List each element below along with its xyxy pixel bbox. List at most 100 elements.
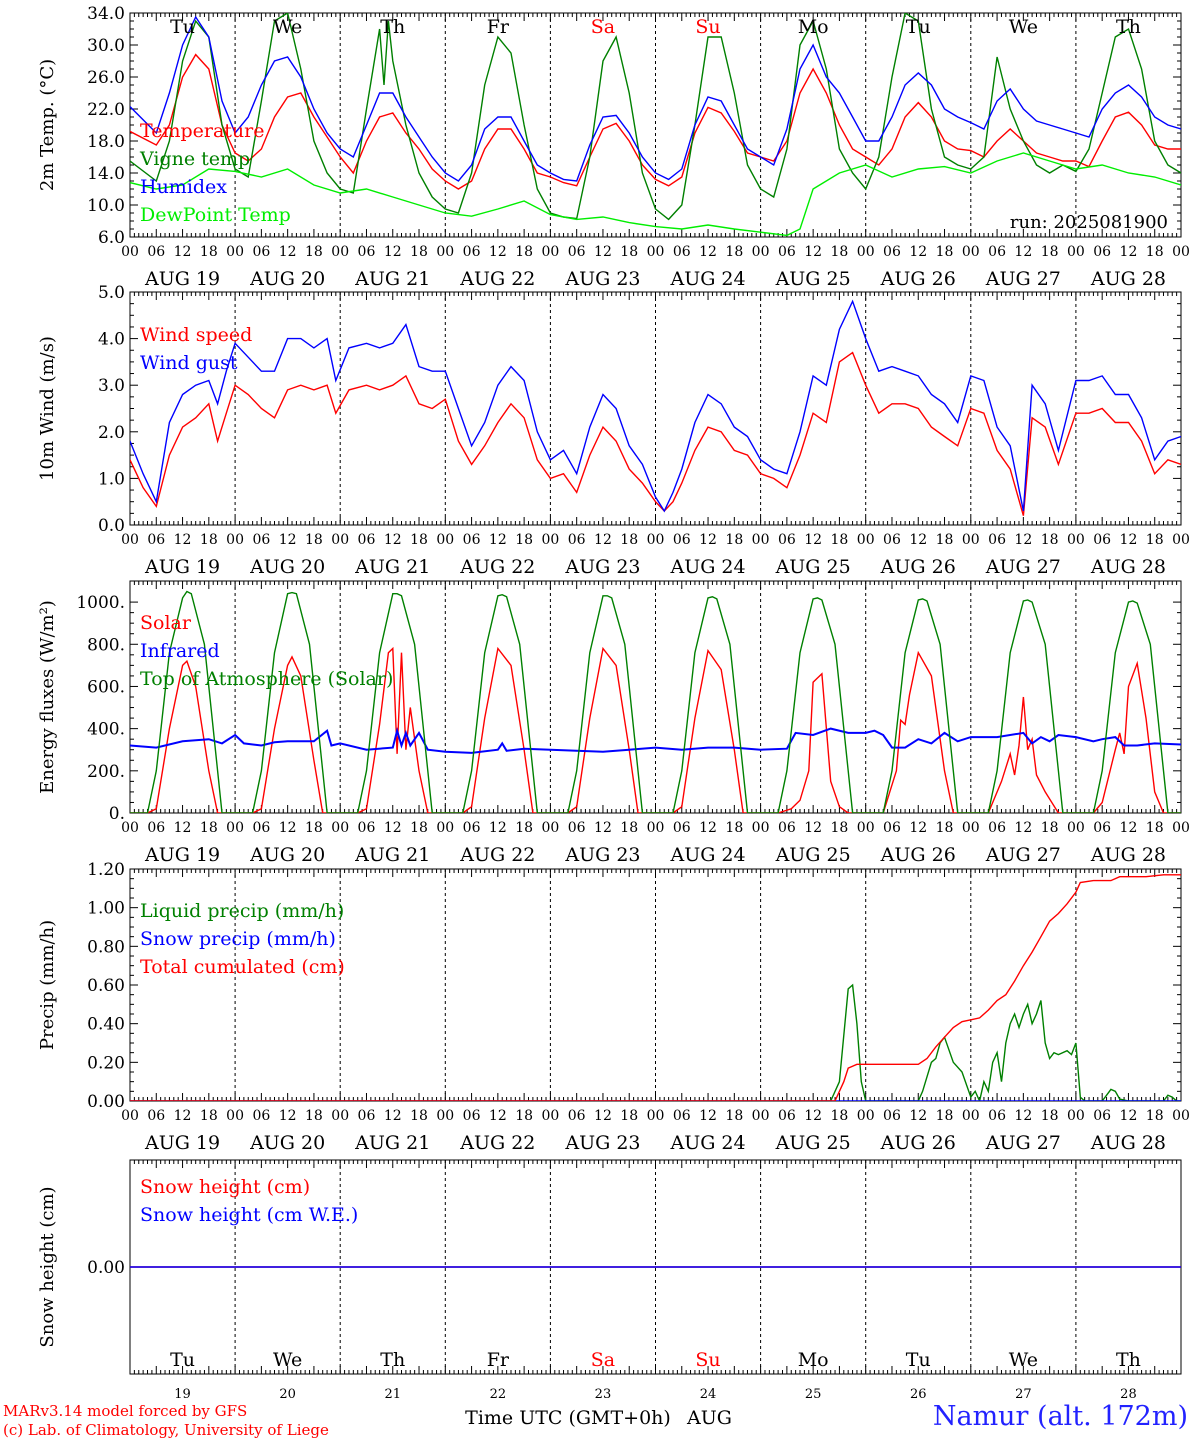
x-hour-label: 00 bbox=[962, 244, 980, 260]
y-tick-label: 3.0 bbox=[98, 376, 125, 396]
day-abbr-bottom: Tu bbox=[906, 1349, 931, 1371]
y-tick-label: 10.0 bbox=[87, 196, 125, 216]
x-hour-label: 12 bbox=[804, 820, 822, 836]
y-tick-label: 200. bbox=[87, 762, 125, 782]
x-hour-label: 18 bbox=[725, 244, 743, 260]
day-abbr-bottom: Tu bbox=[170, 1349, 195, 1371]
y-axis-title: Precip (mm/h) bbox=[37, 920, 58, 1050]
day-number: 23 bbox=[595, 1387, 612, 1402]
x-date-label: AUG 20 bbox=[249, 556, 325, 578]
x-hour-label: 00 bbox=[1067, 1108, 1085, 1124]
x-hour-label: 06 bbox=[463, 532, 481, 548]
x-hour-label: 00 bbox=[436, 244, 454, 260]
series-line-total-cumulated-cm- bbox=[130, 874, 1181, 1101]
x-hour-label: 18 bbox=[410, 244, 428, 260]
x-hour-label: 12 bbox=[699, 820, 717, 836]
x-hour-label: 00 bbox=[752, 244, 770, 260]
legend-entry: Total cumulated (cm) bbox=[140, 956, 345, 978]
x-hour-label: 06 bbox=[778, 532, 796, 548]
run-label: run: 2025081900 bbox=[1010, 212, 1168, 233]
y-tick-label: 1000. bbox=[76, 593, 125, 613]
day-abbr-top: Th bbox=[380, 16, 405, 38]
x-hour-label: 18 bbox=[515, 244, 533, 260]
x-hour-label: 12 bbox=[594, 532, 612, 548]
x-hour-label: 18 bbox=[305, 244, 323, 260]
x-hour-label: 06 bbox=[1093, 244, 1111, 260]
x-date-label: AUG 20 bbox=[249, 268, 325, 290]
x-hour-label: 12 bbox=[1120, 244, 1138, 260]
x-hour-label: 12 bbox=[384, 532, 402, 548]
x-hour-label: 00 bbox=[226, 244, 244, 260]
x-hour-label: 00 bbox=[331, 820, 349, 836]
x-date-label: AUG 20 bbox=[249, 1132, 325, 1154]
station-label: Namur (alt. 172m) bbox=[932, 1401, 1188, 1432]
series-line-vigne-temp bbox=[130, 13, 1181, 221]
day-abbr-top: We bbox=[273, 16, 302, 38]
x-hour-label: 18 bbox=[831, 532, 849, 548]
x-hour-label: 06 bbox=[883, 244, 901, 260]
x-hour-label: 00 bbox=[962, 1108, 980, 1124]
legend-entry: Liquid precip (mm/h) bbox=[140, 900, 344, 922]
x-hour-label: 00 bbox=[1067, 244, 1085, 260]
x-hour-label: 00 bbox=[226, 532, 244, 548]
x-hour-label: 12 bbox=[1014, 532, 1032, 548]
x-hour-label: 00 bbox=[226, 820, 244, 836]
x-hour-label: 06 bbox=[883, 820, 901, 836]
x-hour-label: 06 bbox=[988, 244, 1006, 260]
x-hour-label: 12 bbox=[489, 1108, 507, 1124]
x-hour-label: 18 bbox=[620, 820, 638, 836]
y-tick-label: 26.0 bbox=[87, 68, 125, 88]
x-hour-label: 18 bbox=[200, 1108, 218, 1124]
x-hour-label: 06 bbox=[1093, 820, 1111, 836]
x-hour-label: 18 bbox=[305, 1108, 323, 1124]
x-hour-label: 00 bbox=[1172, 532, 1190, 548]
y-tick-label: 4.0 bbox=[98, 330, 125, 350]
x-date-label: AUG 21 bbox=[354, 1132, 430, 1154]
x-hour-label: 06 bbox=[778, 244, 796, 260]
x-hour-label: 00 bbox=[1172, 244, 1190, 260]
x-date-label: AUG 19 bbox=[144, 268, 220, 290]
x-hour-label: 06 bbox=[358, 244, 376, 260]
x-hour-label: 06 bbox=[358, 1108, 376, 1124]
day-number: 27 bbox=[1015, 1387, 1032, 1402]
x-date-label: AUG 28 bbox=[1090, 1132, 1166, 1154]
series-line-solar bbox=[130, 646, 1181, 813]
day-number: 19 bbox=[174, 1387, 191, 1402]
x-hour-label: 00 bbox=[331, 244, 349, 260]
model-credit: MARv3.14 model forced by GFS bbox=[3, 1402, 248, 1420]
legend-entry: Wind speed bbox=[140, 324, 252, 346]
x-date-label: AUG 21 bbox=[354, 268, 430, 290]
day-abbr-top: We bbox=[1009, 16, 1038, 38]
x-hour-label: 18 bbox=[620, 244, 638, 260]
y-tick-label: 0.0 bbox=[98, 516, 125, 536]
x-date-label: AUG 28 bbox=[1090, 844, 1166, 866]
x-hour-label: 12 bbox=[489, 244, 507, 260]
legend-entry: Infrared bbox=[140, 640, 220, 662]
x-hour-label: 00 bbox=[541, 1108, 559, 1124]
x-date-label: AUG 27 bbox=[985, 844, 1061, 866]
x-hour-label: 18 bbox=[831, 244, 849, 260]
legend-entry: Temperature bbox=[140, 120, 264, 142]
x-hour-label: 00 bbox=[752, 532, 770, 548]
x-hour-label: 18 bbox=[1146, 820, 1164, 836]
x-hour-label: 00 bbox=[857, 820, 875, 836]
x-date-label: AUG 27 bbox=[985, 556, 1061, 578]
chart-panel-3: 0. 200. 400. 600. 800. 1000. Energy fluxes (W/… bbox=[37, 580, 1190, 866]
x-hour-label: 00 bbox=[541, 820, 559, 836]
x-hour-label: 18 bbox=[936, 1108, 954, 1124]
x-hour-label: 06 bbox=[673, 1108, 691, 1124]
x-hour-label: 00 bbox=[857, 244, 875, 260]
y-tick-label: 0.40 bbox=[87, 1015, 125, 1035]
x-axis-title: Time UTC (GMT+0h) bbox=[465, 1407, 671, 1429]
x-hour-label: 12 bbox=[1014, 1108, 1032, 1124]
x-hour-label: 12 bbox=[279, 532, 297, 548]
x-hour-label: 18 bbox=[410, 532, 428, 548]
day-abbr-top: Th bbox=[1116, 16, 1141, 38]
x-hour-label: 12 bbox=[279, 1108, 297, 1124]
x-hour-label: 00 bbox=[857, 1108, 875, 1124]
x-date-label: AUG 19 bbox=[144, 1132, 220, 1154]
x-date-label: AUG 24 bbox=[669, 556, 745, 578]
x-hour-label: 06 bbox=[147, 820, 165, 836]
chart-panel-5: 0.00 Snow height (cm) Snow height (cm) Snow… bbox=[37, 1159, 1182, 1429]
